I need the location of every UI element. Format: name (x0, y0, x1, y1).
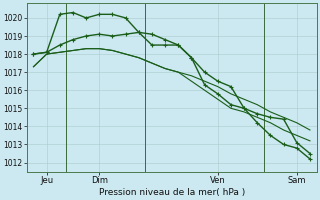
X-axis label: Pression niveau de la mer( hPa ): Pression niveau de la mer( hPa ) (99, 188, 245, 197)
